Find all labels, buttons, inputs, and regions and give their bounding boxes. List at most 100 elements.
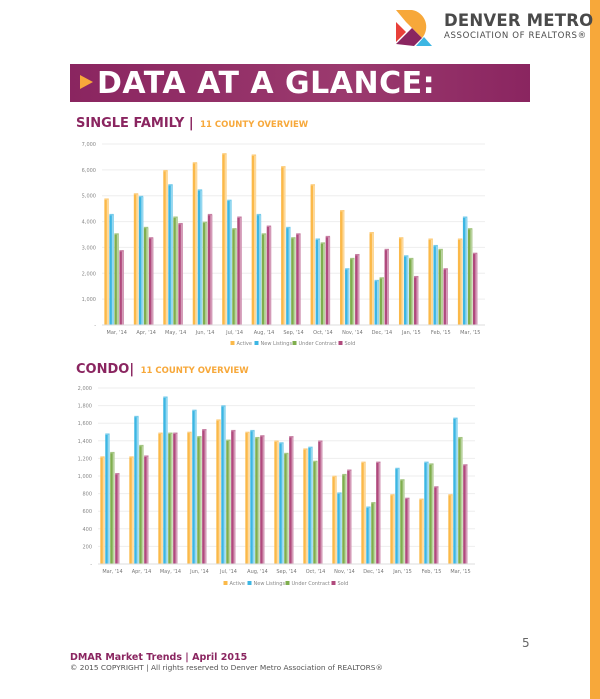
bar — [340, 211, 345, 325]
bar-top — [400, 479, 405, 481]
bar — [261, 234, 267, 325]
bar-side — [228, 440, 231, 564]
bar-side — [445, 269, 448, 325]
bar — [371, 503, 376, 564]
bar-side — [116, 234, 119, 325]
bar — [315, 239, 321, 325]
bar-top — [472, 252, 478, 255]
bar — [222, 154, 227, 325]
bar-top — [318, 440, 323, 442]
bar-top — [395, 467, 400, 470]
bar — [245, 432, 250, 564]
bar-side — [247, 432, 250, 564]
bar — [197, 437, 202, 564]
legend-swatch — [247, 581, 252, 585]
bar — [463, 465, 468, 564]
legend-swatch — [223, 581, 228, 585]
bar-top — [221, 405, 226, 407]
bar-top — [463, 464, 468, 466]
bar — [332, 476, 337, 564]
bar-top — [260, 435, 265, 437]
bar-side — [239, 217, 242, 325]
bar-top — [369, 232, 374, 234]
bar-top — [274, 440, 279, 442]
bar — [105, 434, 110, 564]
bar — [192, 163, 198, 325]
bar-side — [205, 222, 208, 325]
x-tick-label: Jun, '14 — [195, 330, 215, 336]
legend-label: Under Contract — [299, 341, 337, 347]
legend-swatch — [285, 581, 290, 585]
bar — [100, 457, 105, 564]
bar-top — [453, 417, 458, 419]
x-tick-label: Sep, '14 — [276, 569, 296, 575]
y-tick-label: 1,200 — [78, 456, 92, 462]
legend-swatch — [230, 341, 235, 345]
bar — [279, 443, 284, 564]
bar-top — [173, 216, 178, 218]
bar-top — [390, 494, 395, 496]
bar-side — [475, 253, 478, 325]
bar-top — [366, 506, 371, 508]
bar — [148, 238, 154, 325]
bar — [289, 437, 294, 564]
bar — [318, 441, 323, 564]
bar — [448, 495, 453, 564]
bar — [134, 417, 139, 564]
bar — [226, 440, 231, 564]
x-tick-label: Aug, '14 — [254, 330, 275, 336]
bar — [173, 433, 178, 564]
x-tick-label: Dec, '14 — [363, 569, 384, 575]
bar-top — [192, 162, 198, 164]
bar — [310, 185, 316, 325]
bar-side — [262, 436, 265, 564]
bar-top — [384, 248, 389, 251]
bar-top — [424, 461, 429, 463]
bar-top — [347, 469, 352, 471]
bar-top — [202, 221, 208, 224]
bar — [303, 449, 308, 564]
bar-top — [313, 460, 318, 463]
bar — [227, 200, 232, 325]
bar — [355, 255, 360, 325]
bar-top — [237, 216, 242, 218]
bar-side — [199, 437, 202, 564]
x-tick-label: Mar, '14 — [107, 330, 127, 336]
bar-side — [112, 453, 115, 564]
bar — [428, 239, 433, 325]
x-tick-label: Jul, '14 — [219, 569, 237, 575]
bar-top — [133, 193, 139, 195]
bar — [379, 278, 384, 325]
bar-side — [286, 454, 289, 564]
x-tick-label: Mar, '15 — [460, 330, 480, 336]
bar-top — [255, 436, 260, 439]
bar-top — [332, 475, 337, 478]
bar — [403, 256, 409, 325]
bar-side — [323, 243, 326, 325]
bar-side — [465, 465, 468, 564]
bar-side — [392, 495, 395, 564]
bar-side — [283, 167, 286, 325]
bar-side — [233, 431, 236, 564]
bar — [284, 454, 289, 564]
bar-top — [261, 233, 267, 235]
bar-top — [429, 463, 434, 465]
bar-side — [328, 237, 331, 325]
bar-top — [104, 198, 109, 200]
single-family-bar-chart: - 1,000 2,000 3,000 4,000 5,000 6,000 7,000 Mar,… — [82, 142, 485, 347]
bar-side — [378, 462, 381, 564]
bar-side — [136, 417, 139, 564]
legend-label: Active — [237, 341, 252, 347]
bar — [139, 446, 144, 564]
y-tick-label: 200 — [82, 544, 92, 550]
bar-top — [197, 189, 203, 191]
play-arrow-icon — [80, 75, 93, 89]
bar-top — [325, 235, 331, 238]
bar — [115, 474, 120, 564]
bar-top — [448, 494, 453, 496]
bar-top — [291, 237, 296, 239]
bar-side — [450, 495, 453, 564]
bar-side — [107, 434, 110, 564]
bar-side — [224, 154, 227, 325]
